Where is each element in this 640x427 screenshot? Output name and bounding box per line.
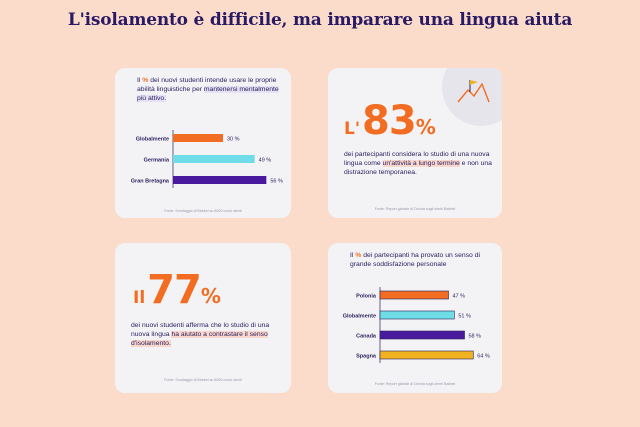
stat-card-satisfaction: Il % dei partecipanti ha provato un sens… [328, 243, 502, 393]
source-note: Fonte: Sondaggio di Babbel su 8000 nuovi… [164, 209, 242, 213]
big-stat-prefix: Il [133, 288, 146, 308]
value-label: 64 % [477, 354, 490, 360]
stat-card-long-term: L'83% dei partecipanti considera lo stud… [328, 68, 502, 218]
stat-card-mental-activity: Il % dei nuovi studenti intende usare le… [115, 68, 291, 218]
text-pre: Il [137, 77, 143, 84]
category-label: Canada [356, 334, 377, 340]
big-stat: Il77% [133, 267, 221, 313]
text-highlight: un'attività a lungo termine [382, 160, 460, 167]
value-label: 49 % [259, 158, 272, 164]
category-label: Globalmente [343, 314, 376, 320]
text-pre: Il [350, 252, 356, 259]
mountain-flag-icon [457, 80, 490, 103]
category-label: Polonia [356, 294, 377, 300]
bar [379, 330, 465, 340]
value-label: 47 % [452, 294, 465, 300]
text-pct: % [355, 252, 362, 259]
stat-description: dei partecipanti considera lo studio di … [344, 150, 494, 177]
bar [379, 350, 474, 360]
big-stat: L'83% [344, 98, 436, 144]
bar [379, 310, 455, 320]
category-label: Gran Bretagna [131, 179, 170, 185]
text-b: e non una distrazione temporanea. [344, 160, 492, 176]
category-label: Spagna [356, 354, 377, 360]
bar-chart-countries: Globalmente 30 % Germania 49 % Gran Bretagna… [131, 130, 283, 188]
category-label: Globalmente [136, 137, 169, 143]
text-mid: dei nuovi studenti intende usare le prop… [137, 77, 277, 93]
bar-chart-countries: Polonia 47 % Globalmente 51 % Canada 58 % Spag… [343, 287, 490, 363]
value-label: 30 % [227, 137, 240, 143]
page-title: L'isolamento è difficile, ma imparare un… [67, 10, 573, 30]
bar [173, 155, 255, 163]
big-stat-number: 77 [147, 267, 202, 313]
big-stat-number: 83 [362, 98, 417, 144]
text-a: dei nuovi studenti afferma che lo studio… [131, 322, 270, 338]
stat-description: Il % dei partecipanti ha provato un sens… [350, 251, 492, 269]
source-note: Fonte: Report globale di Dorota sugli ut… [374, 207, 456, 211]
stat-description: Il % dei nuovi studenti intende usare le… [137, 76, 285, 103]
bar [173, 176, 267, 184]
big-stat-pct: % [415, 115, 436, 139]
bar [379, 290, 449, 300]
big-stat-prefix: L' [344, 119, 361, 139]
text-rest: dei partecipanti ha provato un senso di … [350, 252, 480, 268]
stat-card-isolation: Il77% dei nuovi studenti afferma che lo … [115, 243, 291, 393]
source-note: Fonte: Report globale di Dorota sugli ut… [374, 382, 456, 386]
value-label: 58 % [469, 334, 482, 340]
value-label: 51 % [458, 314, 471, 320]
category-label: Germania [144, 158, 170, 164]
text-pct: % [142, 77, 149, 84]
text-a: dei partecipanti considera lo studio di … [344, 151, 490, 167]
big-stat-pct: % [200, 284, 221, 308]
stat-description: dei nuovi studenti afferma che lo studio… [131, 321, 281, 348]
value-label: 56 % [270, 179, 283, 185]
bar [173, 134, 223, 142]
source-note: Fonte: Sondaggio di Babbel su 8000 nuovi… [164, 378, 242, 382]
